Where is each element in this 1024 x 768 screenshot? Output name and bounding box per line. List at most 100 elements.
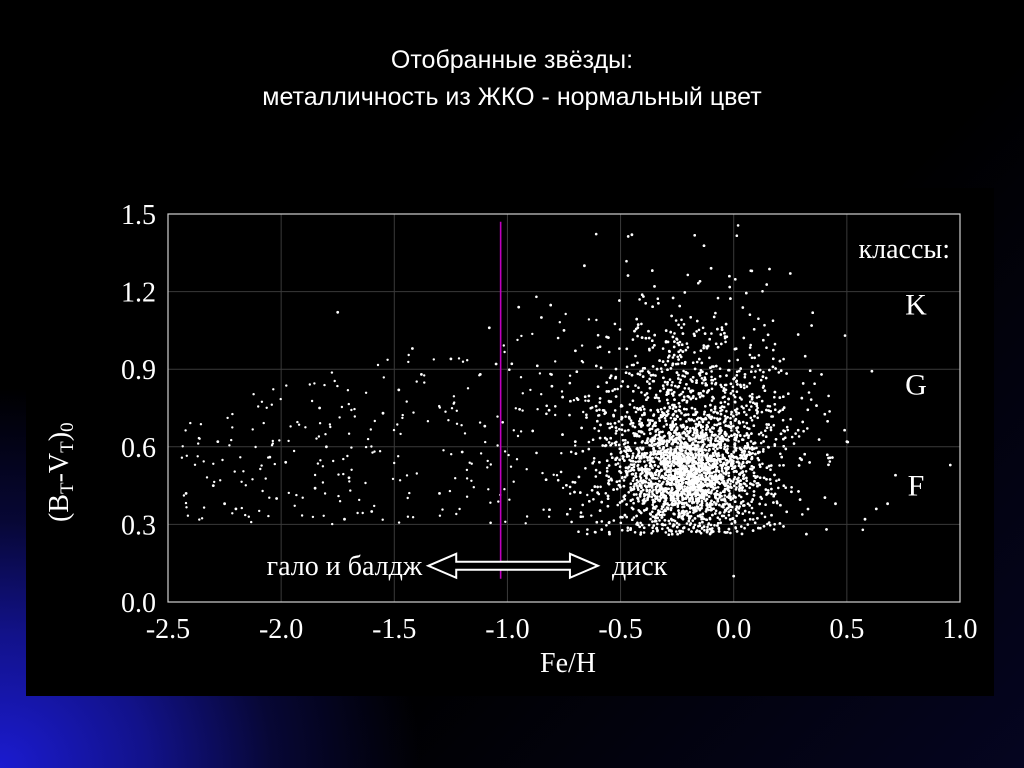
data-point — [751, 452, 754, 455]
data-point — [652, 501, 655, 504]
data-point — [762, 338, 765, 342]
data-point — [781, 418, 785, 422]
data-point — [702, 471, 706, 474]
data-point — [701, 429, 704, 432]
data-point — [705, 455, 708, 458]
data-point — [659, 453, 663, 456]
data-point — [716, 516, 720, 519]
data-point — [722, 483, 726, 486]
data-point — [751, 396, 754, 399]
data-point — [662, 376, 665, 380]
data-point — [671, 356, 675, 359]
data-point — [692, 508, 696, 512]
data-point — [636, 496, 639, 500]
data-point — [778, 359, 782, 363]
data-point — [620, 428, 624, 431]
data-point — [623, 475, 627, 479]
data-point — [768, 405, 772, 408]
data-point — [656, 529, 659, 532]
data-point — [664, 453, 667, 456]
data-point — [693, 367, 697, 371]
data-point — [751, 392, 754, 396]
data-point — [703, 410, 706, 414]
data-point — [677, 470, 681, 474]
data-point — [806, 507, 810, 511]
data-point — [613, 409, 617, 412]
data-point — [714, 311, 717, 315]
data-point — [670, 388, 673, 392]
data-point — [694, 435, 698, 438]
data-point — [748, 517, 752, 521]
data-point — [828, 410, 831, 413]
data-point — [710, 387, 714, 391]
data-point — [699, 482, 702, 486]
data-point — [674, 501, 677, 505]
data-point — [708, 471, 712, 475]
data-point — [605, 470, 609, 473]
data-point — [736, 383, 739, 386]
data-point — [691, 441, 695, 444]
data-point — [695, 360, 699, 364]
data-point — [692, 511, 695, 514]
data-point — [659, 430, 662, 434]
data-point — [737, 511, 740, 515]
data-point — [750, 457, 754, 460]
data-point — [631, 454, 635, 458]
data-point — [681, 517, 684, 520]
data-point — [695, 509, 698, 513]
data-point — [698, 469, 702, 472]
data-point — [633, 406, 636, 409]
data-point — [667, 519, 671, 523]
data-point — [680, 447, 683, 450]
data-point — [658, 486, 662, 489]
data-point — [706, 505, 709, 509]
data-point — [670, 383, 673, 387]
data-point — [651, 425, 655, 428]
data-point — [773, 390, 777, 394]
data-point — [688, 460, 692, 463]
data-point — [748, 504, 751, 507]
data-point — [688, 430, 692, 433]
data-point — [673, 512, 676, 516]
data-point — [710, 491, 713, 495]
data-point — [642, 295, 645, 298]
data-point — [704, 478, 707, 481]
data-point — [554, 405, 557, 408]
data-point — [632, 485, 636, 488]
data-point — [684, 348, 688, 352]
data-point — [704, 465, 707, 468]
data-point — [590, 489, 594, 492]
data-point — [584, 467, 587, 470]
data-point — [648, 382, 651, 385]
data-point — [773, 395, 776, 399]
data-point — [635, 514, 638, 518]
data-point — [672, 345, 676, 349]
data-point — [735, 530, 739, 533]
data-point — [695, 425, 698, 428]
data-point — [681, 332, 685, 335]
data-point — [597, 414, 601, 417]
data-point — [744, 470, 748, 473]
data-point — [751, 448, 754, 451]
data-point — [691, 389, 695, 393]
data-point — [617, 443, 621, 447]
data-point — [690, 530, 693, 533]
data-point — [685, 460, 689, 464]
data-point — [692, 431, 696, 434]
data-point — [618, 479, 621, 483]
data-point — [637, 500, 640, 503]
data-point — [701, 431, 704, 434]
data-point — [685, 401, 689, 404]
data-point — [710, 382, 714, 385]
data-point — [765, 346, 768, 349]
data-point — [632, 363, 635, 367]
data-point — [693, 517, 697, 520]
data-point — [733, 469, 737, 473]
data-point — [681, 496, 684, 500]
data-point — [757, 317, 760, 320]
data-point — [656, 441, 660, 445]
data-point — [767, 423, 770, 426]
data-point — [735, 413, 738, 416]
data-point — [707, 449, 710, 452]
data-point — [687, 387, 691, 390]
